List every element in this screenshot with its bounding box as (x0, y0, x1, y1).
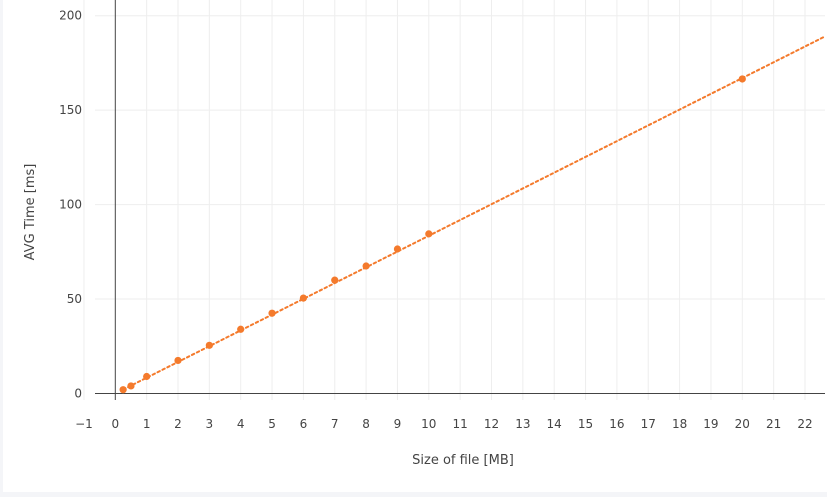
data-point (143, 372, 151, 381)
data-point (119, 386, 127, 394)
x-tick-label: 7 (331, 417, 339, 431)
y-tick-label: 50 (67, 292, 82, 306)
x-tick-label: 16 (609, 417, 624, 431)
axes (95, 0, 825, 400)
series-layer (119, 36, 825, 394)
series-line (122, 36, 825, 391)
data-point (127, 382, 135, 390)
x-tick-label: 13 (515, 417, 530, 431)
data-point (362, 262, 370, 270)
gridlines (83, 0, 825, 400)
x-tick-label: 6 (300, 417, 308, 431)
x-tick-label: 10 (421, 417, 436, 431)
x-tick-label: 11 (453, 417, 468, 431)
x-tick-label: 19 (703, 417, 718, 431)
data-point (237, 325, 245, 333)
y-tick-label: 100 (59, 198, 82, 212)
y-tick-label: 150 (59, 103, 82, 117)
data-point (738, 75, 746, 83)
x-tick-label: 3 (206, 417, 214, 431)
x-tick-label: 14 (547, 417, 562, 431)
x-tick-label: 17 (641, 417, 656, 431)
x-tick-label: 20 (735, 417, 750, 431)
data-point (268, 309, 276, 317)
x-tick-label: −1 (75, 417, 93, 431)
data-point (425, 230, 433, 238)
y-tick-label: 200 (59, 9, 82, 23)
data-point (299, 294, 307, 302)
data-point (393, 245, 402, 253)
data-point (331, 276, 339, 284)
x-tick-label: 15 (578, 417, 593, 431)
data-point (174, 356, 182, 365)
x-tick-label: 18 (672, 417, 687, 431)
x-tick-label: 9 (394, 417, 402, 431)
y-tick-label: 0 (74, 387, 82, 401)
x-tick-label: 21 (766, 417, 781, 431)
x-tick-label: 5 (268, 417, 276, 431)
plot-area-background (3, 0, 827, 492)
y-axis-title: AVG Time [ms] (23, 164, 38, 261)
x-tick-label: 1 (143, 417, 151, 431)
x-tick-label: 2 (174, 417, 182, 431)
x-tick-label: 4 (237, 417, 245, 431)
x-tick-label: 22 (797, 417, 812, 431)
x-tick-label: 8 (362, 417, 370, 431)
tick-labels: −1 0 1 2 3 4 5 6 7 8 9 10 11 12 13 14 15 16 17 18 19 20 21 2205… (59, 9, 813, 431)
x-tick-label: 0 (111, 417, 119, 431)
data-point (205, 341, 213, 349)
x-tick-label: 12 (484, 417, 499, 431)
x-axis-title: Size of file [MB] (412, 453, 514, 468)
